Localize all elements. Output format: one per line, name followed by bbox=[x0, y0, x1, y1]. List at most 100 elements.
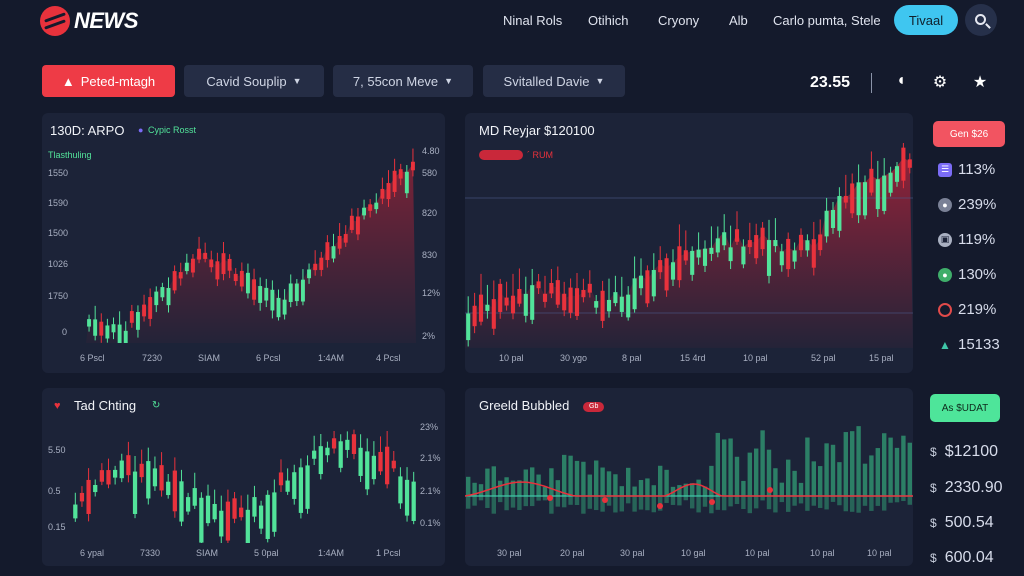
candlestick-chart[interactable] bbox=[72, 413, 417, 543]
y-axis-label: 0.15 bbox=[48, 522, 66, 532]
candle bbox=[747, 240, 752, 248]
nav-link-2[interactable]: Otihich bbox=[588, 13, 629, 28]
candle bbox=[252, 279, 257, 300]
y-axis-label: 0 bbox=[62, 327, 68, 337]
volume-bar bbox=[830, 496, 836, 502]
candle bbox=[123, 330, 128, 343]
as-button[interactable]: As $UDAT bbox=[930, 394, 1000, 422]
brand-logo[interactable]: NEWS bbox=[40, 6, 139, 36]
stat-row[interactable]: ● 130% bbox=[938, 266, 996, 283]
candle bbox=[862, 182, 868, 216]
candle bbox=[368, 204, 373, 211]
filter-dropdown-2[interactable]: 7, 55con Meve ▼ bbox=[333, 65, 473, 97]
volume-bar bbox=[862, 463, 868, 496]
candle bbox=[265, 494, 270, 539]
candle bbox=[658, 260, 663, 273]
gen-button[interactable]: Gen $26 bbox=[933, 121, 1005, 147]
candle bbox=[568, 287, 573, 313]
filter-dropdown-3[interactable]: Svitalled Davie ▼ bbox=[483, 65, 625, 97]
area-fill bbox=[72, 439, 417, 543]
volume-bar bbox=[869, 455, 874, 496]
star-icon[interactable]: ★ bbox=[972, 74, 988, 91]
price-value: 600.04 bbox=[944, 549, 994, 566]
candle bbox=[221, 253, 226, 275]
nav-link-4[interactable]: Alb bbox=[729, 13, 748, 28]
candle bbox=[159, 465, 164, 491]
volume-bar bbox=[875, 496, 880, 506]
candle bbox=[549, 282, 554, 294]
candle bbox=[779, 251, 784, 266]
nav-link-1[interactable]: Ninal Rols bbox=[503, 13, 563, 28]
candle bbox=[683, 250, 688, 261]
y-axis-label-right: 2.1% bbox=[420, 486, 441, 496]
arrow-up-icon: ▲ bbox=[61, 73, 75, 89]
candle bbox=[562, 293, 567, 311]
volume-bar bbox=[882, 496, 887, 511]
cta-button[interactable]: Tivaal bbox=[894, 5, 958, 35]
candle bbox=[664, 258, 669, 291]
candle bbox=[869, 168, 874, 193]
candle bbox=[805, 240, 810, 251]
candle bbox=[199, 497, 204, 543]
stat-row[interactable]: ▲ 15133 bbox=[938, 336, 1000, 353]
settings-icon[interactable]: ⚙ bbox=[932, 74, 948, 91]
candle bbox=[87, 319, 92, 327]
refresh-icon[interactable]: ↻ bbox=[152, 400, 161, 411]
candle bbox=[830, 209, 836, 228]
candlestick-chart[interactable] bbox=[465, 143, 913, 348]
volume-bar bbox=[843, 496, 848, 512]
volume-bar bbox=[792, 496, 797, 506]
search-button[interactable] bbox=[965, 4, 997, 36]
candle bbox=[555, 280, 560, 305]
candle bbox=[172, 470, 177, 512]
stat-row[interactable]: 219% bbox=[938, 301, 996, 318]
candle bbox=[233, 273, 238, 282]
volume-bar bbox=[670, 486, 676, 496]
volume-bar bbox=[574, 496, 580, 506]
candle bbox=[126, 455, 131, 476]
volume-bar bbox=[504, 496, 509, 511]
candle bbox=[215, 261, 220, 280]
candle bbox=[154, 291, 159, 306]
candle bbox=[466, 313, 471, 341]
stat-value: 113% bbox=[958, 161, 996, 178]
bird-icon[interactable]: ◖ bbox=[896, 72, 906, 89]
volume-bar bbox=[606, 471, 612, 496]
candle bbox=[542, 293, 548, 302]
volume-bar bbox=[869, 496, 874, 511]
nav-link-3[interactable]: Cryony bbox=[658, 13, 700, 28]
candle bbox=[504, 297, 509, 306]
bubble-point bbox=[602, 497, 608, 503]
volume-bar bbox=[587, 496, 592, 509]
coin-icon: ● bbox=[938, 197, 952, 212]
volume-bar bbox=[850, 496, 855, 512]
y-axis-label: 1026 bbox=[48, 259, 69, 269]
stat-row[interactable]: ▣ 119% bbox=[938, 231, 995, 248]
candlestick-chart[interactable] bbox=[86, 143, 416, 343]
candle bbox=[818, 234, 823, 251]
active-filter-chip[interactable]: ▲ Peted-mtagh bbox=[42, 65, 175, 97]
volume-bar bbox=[498, 480, 503, 496]
candle bbox=[374, 202, 379, 210]
candle bbox=[386, 183, 391, 200]
candle bbox=[318, 446, 323, 475]
volume-bar bbox=[594, 460, 599, 496]
volume-bar bbox=[536, 496, 541, 501]
candle bbox=[404, 479, 410, 516]
x-axis-label: 1:4AM bbox=[318, 353, 345, 363]
stat-row[interactable]: ☰ 113% bbox=[938, 161, 995, 178]
candle bbox=[73, 504, 78, 519]
candle bbox=[184, 262, 189, 272]
volume-bar bbox=[837, 496, 842, 506]
candle bbox=[371, 455, 376, 480]
volume-bubble-chart[interactable] bbox=[465, 418, 913, 543]
candle bbox=[715, 238, 720, 253]
filter-dropdown-1[interactable]: Cavid Souplip ▼ bbox=[184, 65, 324, 97]
candle bbox=[239, 507, 244, 518]
volume-bar bbox=[491, 496, 496, 514]
candle bbox=[270, 289, 275, 311]
stat-row[interactable]: ● 239% bbox=[938, 196, 996, 213]
x-axis-label: 15 4rd bbox=[680, 353, 706, 363]
nav-link-5[interactable]: Carlo pumta, Stele bbox=[773, 13, 881, 28]
volume-bar bbox=[901, 496, 906, 502]
